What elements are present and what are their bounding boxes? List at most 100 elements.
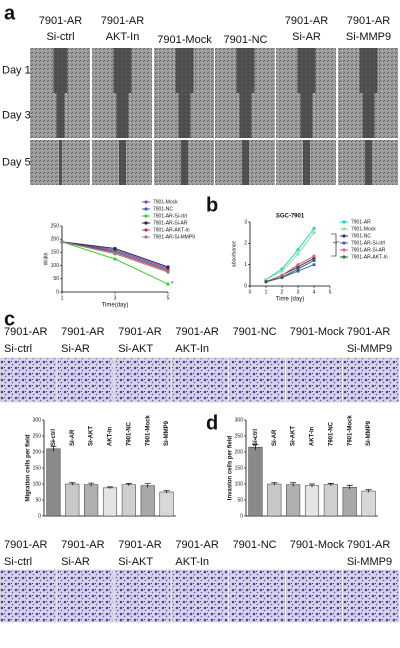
column-header: 7901-AR <box>118 326 161 338</box>
column-header: 7901-AR <box>175 326 218 338</box>
column-header: Si-MMP9 <box>346 31 391 43</box>
x-tick-label: 4 <box>313 289 316 295</box>
wound-gap <box>56 93 65 138</box>
y-tick-label: 200 <box>51 237 60 243</box>
x-tick-label: 0 <box>249 289 252 295</box>
series-line <box>265 232 315 281</box>
micrograph <box>0 569 57 623</box>
panel-label: a <box>4 2 16 24</box>
column-header: Si-AKT <box>118 556 153 568</box>
bar <box>65 483 80 517</box>
legend-label: 7901-AR-Si-AR <box>351 247 386 253</box>
error-bar <box>327 483 334 486</box>
y-tick-label: 2 <box>244 241 247 247</box>
bar <box>46 448 61 517</box>
x-tick-label: 1 <box>61 295 64 301</box>
wound-gap <box>53 48 68 93</box>
column-header: 7901-NC <box>233 326 277 338</box>
error-bar <box>163 490 170 494</box>
micrograph <box>285 569 343 623</box>
data-point <box>296 252 300 256</box>
column-header: 7901-Mock <box>290 326 345 338</box>
legend-marker <box>144 221 148 225</box>
y-tick-label: 0 <box>56 289 59 295</box>
data-point <box>312 231 316 235</box>
legend-label: 7901-NC <box>351 233 371 239</box>
micrograph <box>343 357 400 403</box>
panel-label: b <box>206 194 218 216</box>
column-header: 7901-AR <box>4 326 47 338</box>
y-tick-label: 250 <box>51 223 60 229</box>
data-point <box>312 254 316 258</box>
wound-gap <box>303 140 310 185</box>
micrograph <box>0 357 57 403</box>
data-point <box>312 258 316 262</box>
legend-marker <box>144 235 148 239</box>
legend-label: 7901-NC <box>153 206 173 212</box>
row-label: Day 5 <box>2 156 31 168</box>
series-line <box>265 255 315 283</box>
y-tick-label: 0 <box>244 283 247 289</box>
wound-gap <box>178 93 191 138</box>
series-line <box>265 259 315 283</box>
category-label: Si-MMP9 <box>366 420 372 446</box>
category-label: Si-ctrl <box>253 429 259 446</box>
annotation: * <box>171 282 174 288</box>
micrograph <box>114 357 171 403</box>
data-point <box>280 275 284 280</box>
category-label: Si-ctrl <box>51 429 57 446</box>
data-point <box>113 252 117 256</box>
column-header: Si-MMP9 <box>347 343 392 355</box>
wound-gap <box>236 48 255 93</box>
bracket <box>331 233 339 257</box>
y-axis-label: absorbance <box>231 241 237 267</box>
data-point <box>264 280 268 284</box>
x-tick-label: 5 <box>167 295 170 301</box>
column-header: 7901-NC <box>223 34 267 46</box>
micrograph <box>114 569 171 623</box>
micrograph <box>228 357 285 403</box>
data-point <box>296 263 300 267</box>
column-header: Si-ctrl <box>4 556 32 568</box>
y-tick-label: 3 <box>244 219 247 225</box>
micrograph <box>285 357 343 403</box>
legend-marker <box>144 200 148 204</box>
error-bar <box>144 483 151 488</box>
data-point <box>312 263 316 267</box>
data-point <box>113 257 117 261</box>
column-header: 7901-AR <box>61 539 104 551</box>
column-header: Si-AR <box>292 31 321 43</box>
bar <box>361 490 376 517</box>
x-axis-label: Time (day) <box>276 297 304 303</box>
legend-marker <box>342 234 346 238</box>
category-label: Si-AR <box>70 429 76 446</box>
y-axis-label: Migration cells per field <box>26 434 32 501</box>
legend-label: 7901-AR-Si-ctrl <box>153 213 187 219</box>
data-point <box>113 246 117 251</box>
data-point <box>280 269 284 273</box>
column-header: 7901-AR <box>347 15 390 27</box>
series-line <box>265 228 315 281</box>
legend-marker <box>144 214 148 218</box>
column-header: 7901-Mock <box>157 34 212 46</box>
bar <box>248 446 263 517</box>
error-bar <box>69 482 76 486</box>
y-tick-label: 100 <box>51 263 60 269</box>
bar <box>121 484 136 517</box>
y-tick-label: 0 <box>240 513 243 519</box>
wound-gap <box>297 48 316 93</box>
wound-gap <box>365 140 372 185</box>
y-tick-label: 50 <box>35 497 41 503</box>
column-header: 7901-AR <box>61 326 104 338</box>
y-tick-label: 50 <box>237 497 243 503</box>
column-header: Si-ctrl <box>46 31 74 43</box>
error-bar <box>107 486 113 489</box>
bar <box>267 483 282 517</box>
bar <box>102 487 118 517</box>
column-header: 7901-AR <box>347 326 390 338</box>
column-header: 7901-AR <box>347 539 390 551</box>
bar <box>140 485 155 517</box>
legend-label: 7901-AR-AKT-In <box>351 254 388 260</box>
wound-gap <box>300 93 313 138</box>
